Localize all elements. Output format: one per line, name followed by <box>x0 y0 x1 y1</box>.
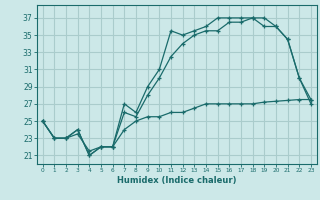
X-axis label: Humidex (Indice chaleur): Humidex (Indice chaleur) <box>117 176 236 185</box>
